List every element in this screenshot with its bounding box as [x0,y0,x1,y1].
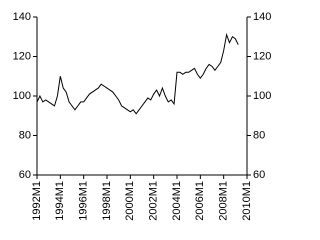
y-tick-label: 60 [19,169,31,181]
x-tick-label: 2006M1 [194,181,206,221]
x-tick-label: 2010M1 [241,181,253,221]
y-tick-label: 100 [13,90,31,102]
line-series [36,32,239,115]
chart: 60 80 100 120 140 60 80 100 120 140 1992M1 1994M1 19… [13,11,272,221]
x-tick-label: 2004M1 [171,181,183,221]
x-tick-label: 1996M1 [78,181,90,221]
y2-tick-label: 100 [253,90,271,102]
y2-tick-label: 60 [253,169,265,181]
x-tick-label: 1992M1 [31,181,43,221]
y-tick-label: 140 [13,11,31,23]
x-tick-label: 1998M1 [101,181,113,221]
y-tick-label: 120 [13,50,31,62]
y-tick-label: 80 [19,129,31,141]
x-tick-label: 2008M1 [218,181,230,221]
y2-tick-label: 120 [253,50,271,62]
x-tick-label: 2000M1 [124,181,136,221]
x-tick-label: 2002M1 [148,181,160,221]
x-tick-label: 1994M1 [54,181,66,221]
y2-tick-label: 80 [253,129,265,141]
y2-tick-label: 140 [253,11,271,23]
